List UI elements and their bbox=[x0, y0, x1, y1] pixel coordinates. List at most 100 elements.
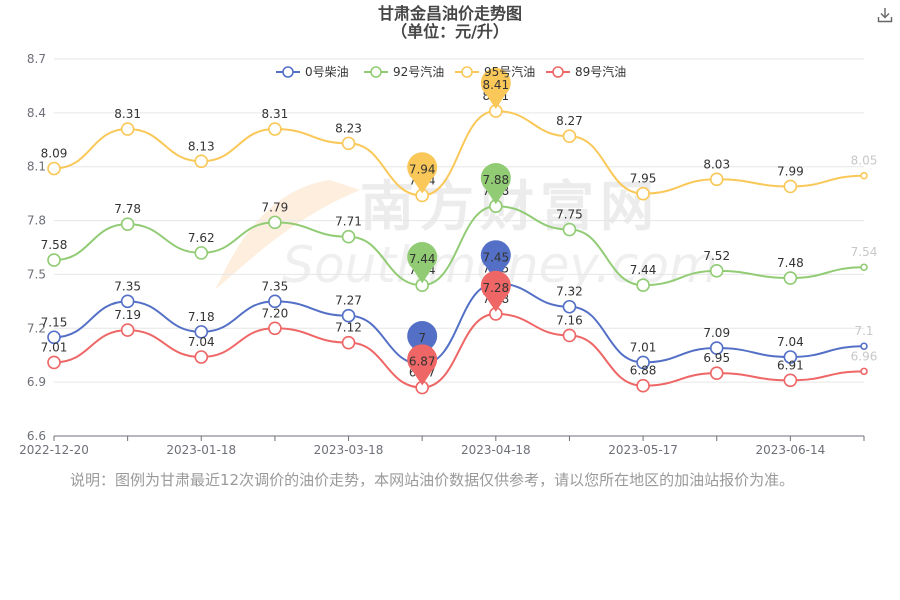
data-point[interactable] bbox=[341, 335, 356, 350]
data-label: 7.18 bbox=[188, 310, 215, 324]
data-point[interactable] bbox=[194, 325, 209, 339]
data-label: 7.79 bbox=[262, 200, 289, 214]
data-point[interactable] bbox=[120, 323, 135, 337]
legend-item[interactable]: 0号柴油 bbox=[276, 63, 349, 80]
marker-pin bbox=[407, 321, 438, 363]
data-point[interactable] bbox=[47, 161, 61, 176]
marker-pin bbox=[480, 163, 511, 205]
data-point[interactable] bbox=[860, 171, 868, 180]
data-point[interactable] bbox=[562, 222, 577, 237]
data-point[interactable] bbox=[709, 172, 724, 187]
marker-label: 7.45 bbox=[482, 250, 509, 264]
data-label: 8.03 bbox=[703, 157, 730, 171]
data-point[interactable] bbox=[860, 342, 868, 351]
series-layer bbox=[47, 104, 868, 395]
data-point[interactable] bbox=[783, 373, 798, 388]
x-tick-label: 2023-05-17 bbox=[608, 443, 678, 457]
data-point[interactable] bbox=[636, 355, 650, 370]
data-point[interactable] bbox=[47, 253, 61, 267]
data-label: 7.15 bbox=[41, 315, 68, 329]
chart-subtitle: （单位：元/升） bbox=[391, 22, 509, 41]
data-point[interactable] bbox=[636, 278, 650, 293]
data-label: 7.48 bbox=[777, 256, 804, 270]
marker-label: 7.88 bbox=[482, 173, 509, 187]
data-point[interactable] bbox=[47, 355, 61, 370]
max-marker: 7.88 bbox=[480, 163, 511, 205]
data-point[interactable] bbox=[268, 215, 282, 230]
data-label: 6.96 bbox=[851, 349, 878, 363]
legend-item[interactable]: 89号汽油 bbox=[546, 63, 626, 80]
marker-pin bbox=[480, 270, 511, 312]
marker-label: 7.28 bbox=[482, 281, 509, 295]
extreme-markers: 7 7.45 7.44 7.88 7.94 8.41 6.87 7.28 bbox=[407, 67, 511, 386]
legend-label: 95号汽油 bbox=[484, 65, 536, 79]
data-label: 7.32 bbox=[556, 285, 583, 299]
x-tick-label: 2022-12-20 bbox=[19, 443, 89, 457]
min-marker: 7 bbox=[407, 321, 438, 363]
data-point[interactable] bbox=[636, 378, 650, 393]
series-1 bbox=[47, 199, 868, 293]
data-point[interactable] bbox=[562, 299, 577, 314]
data-label: 8.05 bbox=[851, 154, 878, 168]
marker-pin bbox=[407, 152, 438, 194]
data-label: 6.95 bbox=[703, 351, 730, 365]
data-label: 7.35 bbox=[262, 279, 289, 293]
data-label: 7.95 bbox=[630, 172, 657, 186]
data-point[interactable] bbox=[562, 328, 577, 343]
data-point[interactable] bbox=[120, 294, 135, 309]
data-label: 7.19 bbox=[114, 308, 141, 322]
marker-pin bbox=[480, 240, 511, 282]
y-tick-label: 8.4 bbox=[27, 106, 46, 120]
data-point[interactable] bbox=[783, 271, 798, 285]
data-point[interactable] bbox=[562, 129, 577, 143]
legend-label: 92号汽油 bbox=[393, 65, 445, 79]
download-button[interactable] bbox=[876, 6, 894, 24]
data-point[interactable] bbox=[268, 122, 282, 136]
data-label: 7.44 bbox=[630, 263, 657, 277]
data-label: 8.31 bbox=[114, 107, 141, 121]
download-icon bbox=[877, 8, 893, 23]
data-point[interactable] bbox=[709, 264, 724, 278]
data-point[interactable] bbox=[120, 122, 135, 136]
marker-label: 7.94 bbox=[409, 162, 436, 176]
data-point[interactable] bbox=[341, 229, 356, 244]
data-point[interactable] bbox=[194, 154, 209, 169]
x-tick-label: 2023-03-18 bbox=[314, 443, 384, 457]
data-label: 7.09 bbox=[703, 326, 730, 340]
y-tick-label: 7.2 bbox=[27, 321, 46, 335]
marker-label: 6.87 bbox=[409, 355, 436, 369]
legend-symbol bbox=[455, 65, 479, 78]
data-point[interactable] bbox=[860, 263, 868, 272]
footnote: 说明：图例为甘肃最近12次调价的油价走势，本网站油价数据仅供参考，请以您所在地区… bbox=[70, 471, 795, 489]
data-label: 8.23 bbox=[335, 121, 362, 135]
data-point[interactable] bbox=[47, 330, 61, 345]
data-label: 8.09 bbox=[41, 147, 68, 161]
data-point[interactable] bbox=[860, 367, 868, 376]
data-label: 7.12 bbox=[335, 321, 362, 335]
data-point[interactable] bbox=[341, 136, 356, 151]
data-label: 8.31 bbox=[262, 107, 289, 121]
max-marker: 8.41 bbox=[480, 67, 511, 110]
data-point[interactable] bbox=[194, 246, 209, 260]
marker-label: 7 bbox=[418, 331, 426, 345]
data-point[interactable] bbox=[709, 341, 724, 355]
data-point[interactable] bbox=[341, 308, 356, 323]
data-point[interactable] bbox=[268, 321, 282, 336]
data-point[interactable] bbox=[783, 179, 798, 194]
data-point[interactable] bbox=[636, 186, 650, 201]
grid-lines bbox=[54, 58, 864, 383]
watermark-swoosh bbox=[215, 180, 360, 290]
data-label: 7.35 bbox=[114, 279, 141, 293]
x-tick-label: 2023-01-18 bbox=[166, 443, 236, 457]
data-label: 6.91 bbox=[777, 358, 804, 372]
data-point[interactable] bbox=[268, 294, 282, 309]
data-label: 8.13 bbox=[188, 139, 215, 153]
data-point[interactable] bbox=[120, 217, 135, 231]
data-point[interactable] bbox=[709, 366, 724, 380]
legend-item[interactable]: 95号汽油 bbox=[455, 63, 535, 80]
data-point[interactable] bbox=[783, 350, 798, 364]
legend-item[interactable]: 92号汽油 bbox=[364, 63, 444, 80]
data-point[interactable] bbox=[194, 350, 209, 364]
x-tick-label: 2023-04-18 bbox=[461, 443, 531, 457]
